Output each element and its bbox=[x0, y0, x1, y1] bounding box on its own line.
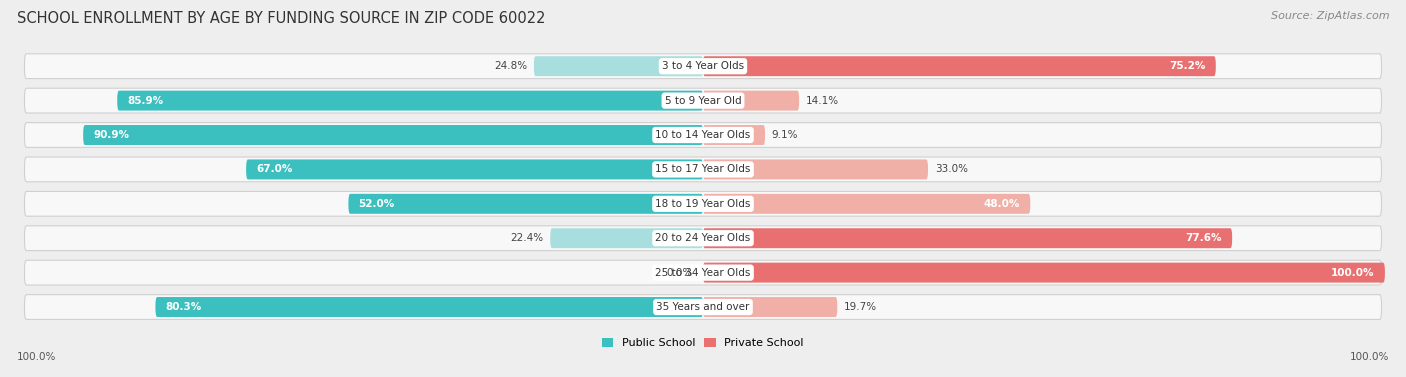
Text: 100.0%: 100.0% bbox=[1331, 268, 1375, 277]
Text: 67.0%: 67.0% bbox=[256, 164, 292, 175]
FancyBboxPatch shape bbox=[24, 157, 1382, 182]
Text: 0.0%: 0.0% bbox=[666, 268, 693, 277]
FancyBboxPatch shape bbox=[550, 228, 703, 248]
Text: 85.9%: 85.9% bbox=[128, 96, 163, 106]
Legend: Public School, Private School: Public School, Private School bbox=[599, 334, 807, 352]
FancyBboxPatch shape bbox=[24, 88, 1382, 113]
FancyBboxPatch shape bbox=[703, 194, 1031, 214]
Text: 100.0%: 100.0% bbox=[1350, 352, 1389, 362]
Text: 52.0%: 52.0% bbox=[359, 199, 395, 209]
Text: Source: ZipAtlas.com: Source: ZipAtlas.com bbox=[1271, 11, 1389, 21]
FancyBboxPatch shape bbox=[349, 194, 703, 214]
Text: 77.6%: 77.6% bbox=[1185, 233, 1222, 243]
Text: 5 to 9 Year Old: 5 to 9 Year Old bbox=[665, 96, 741, 106]
FancyBboxPatch shape bbox=[24, 123, 1382, 147]
Text: 14.1%: 14.1% bbox=[806, 96, 839, 106]
Text: 18 to 19 Year Olds: 18 to 19 Year Olds bbox=[655, 199, 751, 209]
FancyBboxPatch shape bbox=[703, 263, 1385, 283]
FancyBboxPatch shape bbox=[703, 125, 765, 145]
FancyBboxPatch shape bbox=[24, 226, 1382, 251]
FancyBboxPatch shape bbox=[117, 90, 703, 110]
Text: 15 to 17 Year Olds: 15 to 17 Year Olds bbox=[655, 164, 751, 175]
Text: 3 to 4 Year Olds: 3 to 4 Year Olds bbox=[662, 61, 744, 71]
Text: 20 to 24 Year Olds: 20 to 24 Year Olds bbox=[655, 233, 751, 243]
FancyBboxPatch shape bbox=[24, 54, 1382, 78]
Text: 90.9%: 90.9% bbox=[93, 130, 129, 140]
Text: 48.0%: 48.0% bbox=[984, 199, 1021, 209]
FancyBboxPatch shape bbox=[24, 295, 1382, 319]
FancyBboxPatch shape bbox=[24, 192, 1382, 216]
FancyBboxPatch shape bbox=[83, 125, 703, 145]
FancyBboxPatch shape bbox=[703, 159, 928, 179]
Text: 80.3%: 80.3% bbox=[166, 302, 202, 312]
FancyBboxPatch shape bbox=[246, 159, 703, 179]
Text: 100.0%: 100.0% bbox=[17, 352, 56, 362]
Text: 35 Years and over: 35 Years and over bbox=[657, 302, 749, 312]
FancyBboxPatch shape bbox=[24, 260, 1382, 285]
Text: 10 to 14 Year Olds: 10 to 14 Year Olds bbox=[655, 130, 751, 140]
Text: 33.0%: 33.0% bbox=[935, 164, 967, 175]
Text: 24.8%: 24.8% bbox=[494, 61, 527, 71]
FancyBboxPatch shape bbox=[703, 297, 838, 317]
FancyBboxPatch shape bbox=[156, 297, 703, 317]
Text: SCHOOL ENROLLMENT BY AGE BY FUNDING SOURCE IN ZIP CODE 60022: SCHOOL ENROLLMENT BY AGE BY FUNDING SOUR… bbox=[17, 11, 546, 26]
Text: 9.1%: 9.1% bbox=[772, 130, 799, 140]
FancyBboxPatch shape bbox=[534, 56, 703, 76]
FancyBboxPatch shape bbox=[703, 228, 1232, 248]
Text: 22.4%: 22.4% bbox=[510, 233, 544, 243]
Text: 25 to 34 Year Olds: 25 to 34 Year Olds bbox=[655, 268, 751, 277]
Text: 75.2%: 75.2% bbox=[1170, 61, 1205, 71]
FancyBboxPatch shape bbox=[703, 56, 1216, 76]
FancyBboxPatch shape bbox=[703, 90, 799, 110]
Text: 19.7%: 19.7% bbox=[844, 302, 877, 312]
